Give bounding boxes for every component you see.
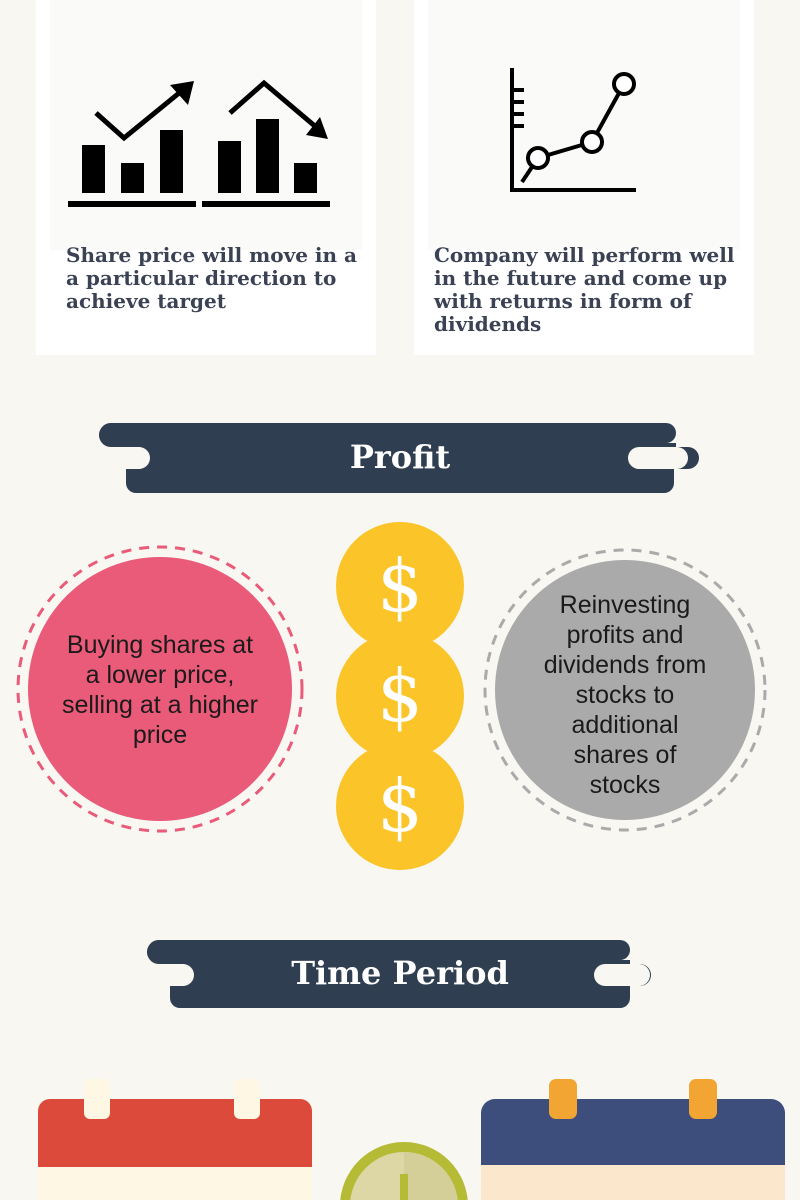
profit-title: Profit [349, 438, 451, 476]
grey-dashed-ring [483, 548, 767, 832]
coin-symbol: $ [377, 544, 423, 628]
time-period-title: Time Period [291, 954, 509, 992]
coin-symbol: $ [377, 764, 423, 848]
calendar-blue-icon [481, 1079, 785, 1200]
bar-chart-up-down-icon [68, 79, 330, 207]
right-circle-text: Reinvesting profits and dividends from s… [543, 591, 707, 799]
dollar-coin-icon: $ [336, 522, 464, 650]
line-graph-up-icon [510, 68, 636, 192]
card-company-perform: Company will perform well in the future … [414, 0, 754, 355]
coin-symbol: $ [377, 654, 423, 738]
card-image-area [428, 0, 740, 250]
banner-ribbon-shape [146, 940, 651, 1008]
banner-ribbon-shape [98, 423, 700, 493]
profit-banner: Profit [98, 423, 702, 493]
card-share-price-text: Share price will move in a a particular … [66, 243, 357, 313]
left-circle-text: Buying shares at a lower price, selling … [62, 631, 258, 749]
card-share-price: Share price will move in a a particular … [36, 0, 376, 355]
clock-icon [340, 1142, 468, 1200]
time-period-banner: Time Period [146, 940, 654, 1008]
calendar-red-icon [38, 1079, 312, 1200]
card-company-perform-text: Company will perform well in the future … [434, 243, 735, 336]
dollar-coin-icon: $ [336, 632, 464, 760]
dollar-coin-icon: $ [336, 742, 464, 870]
pink-dashed-ring [16, 545, 304, 833]
